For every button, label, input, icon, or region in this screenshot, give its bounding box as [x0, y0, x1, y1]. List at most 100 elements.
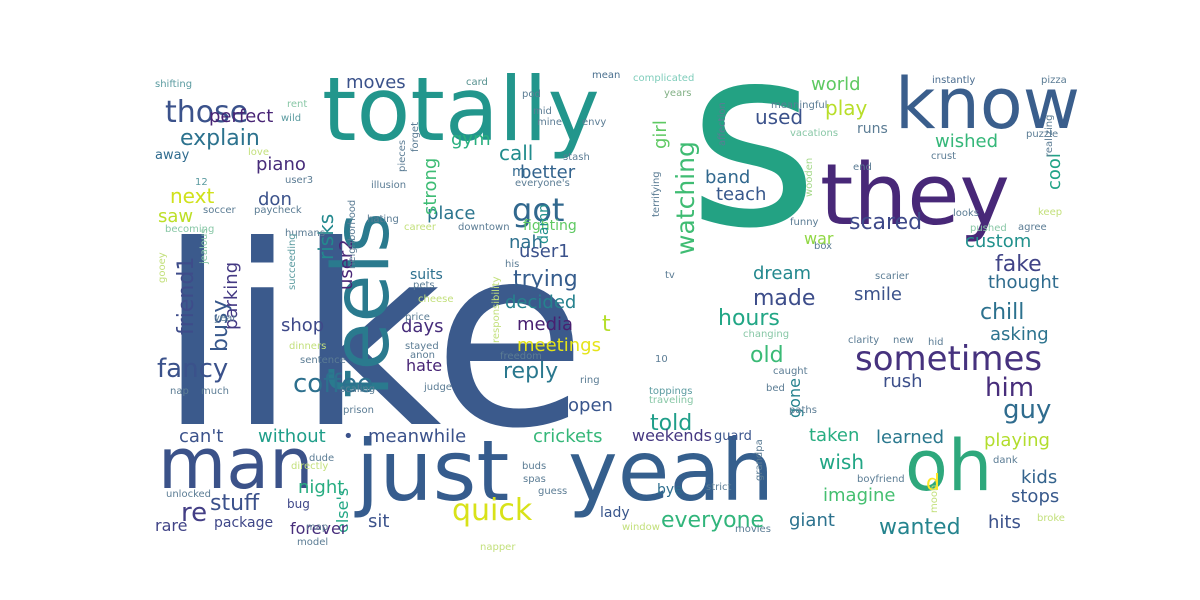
word-decided: decided	[505, 292, 576, 313]
word-caught: caught	[773, 366, 808, 377]
word-know: know	[895, 63, 1080, 145]
word-guess: guess	[538, 486, 567, 497]
word-cheese: cheese	[418, 294, 454, 305]
word-like: like	[158, 192, 587, 483]
word-moves: moves	[346, 72, 406, 93]
word-night: night	[298, 477, 344, 498]
word-saw: saw	[158, 206, 193, 227]
word-traveling: traveling	[649, 395, 693, 406]
word-shop: shop	[281, 315, 324, 336]
word-forget: forget	[410, 122, 421, 152]
word-can-t: can't	[179, 426, 223, 447]
word-boyfriend: boyfriend	[857, 474, 905, 485]
word-card: card	[466, 77, 488, 88]
word-m: m	[512, 164, 526, 180]
word-grandpa: grandpa	[754, 439, 765, 481]
word-buds: buds	[522, 461, 546, 472]
word-bed: bed	[766, 383, 785, 394]
word-d: d	[926, 471, 940, 496]
word-teach: teach	[716, 184, 766, 205]
word-tv: tv	[665, 270, 675, 281]
word-meetings: meetings	[517, 335, 601, 356]
word-spas: spas	[523, 474, 546, 485]
word-fake: fake	[995, 252, 1042, 277]
word-pod: pod	[522, 89, 541, 100]
word-realizing: realizing	[1044, 115, 1055, 157]
word-quick: quick	[452, 493, 533, 528]
word-strong: strong	[420, 158, 441, 215]
word-funny: funny	[790, 217, 819, 228]
word-jealous: jealous	[199, 228, 210, 265]
word-downtown: downtown	[458, 222, 510, 233]
word-gym: gym	[451, 129, 491, 150]
word-giant: giant	[789, 510, 835, 531]
word-new: new	[893, 335, 914, 346]
word-stops: stops	[1011, 486, 1059, 507]
word-dot: •	[343, 426, 354, 447]
word-model: model	[297, 537, 328, 548]
word-unlocked: unlocked	[166, 489, 211, 500]
word-napper: napper	[480, 542, 516, 553]
word-media: media	[517, 314, 573, 335]
word-they: they	[820, 146, 1010, 245]
word-mean: mean	[592, 70, 620, 81]
word-user2: user2	[336, 239, 357, 290]
word-dank: dank	[993, 455, 1018, 466]
word-dream: dream	[753, 263, 811, 284]
word-affection: affection	[717, 102, 728, 146]
word-weekends: weekends	[632, 426, 712, 445]
word-soccer: soccer	[203, 205, 236, 216]
word-risks: risks	[314, 214, 338, 260]
word-gone: gone	[785, 378, 804, 418]
word-crickets: crickets	[533, 426, 603, 447]
word-gooey: gooey	[157, 252, 168, 283]
word-meanwhile: meanwhile	[368, 426, 466, 447]
word-everyone: everyone	[661, 508, 764, 533]
word-days: days	[401, 316, 444, 337]
word-changing: changing	[743, 329, 789, 340]
word-fancy: fancy	[157, 354, 228, 384]
word-instantly: instantly	[932, 75, 975, 86]
word-oh: oh	[905, 425, 992, 507]
word-movies: movies	[735, 524, 771, 535]
word-open: open	[568, 395, 613, 416]
word-pushed: pushed	[970, 223, 1007, 234]
word-old: old	[750, 343, 784, 368]
word-rush: rush	[883, 371, 923, 392]
word-taken: taken	[809, 425, 859, 446]
word-paycheck: paycheck	[254, 205, 302, 216]
word-package: package	[214, 515, 273, 531]
word-12: 12	[195, 177, 208, 188]
word-friend1: friend1	[174, 257, 199, 335]
word-place: place	[427, 203, 475, 224]
word-wooden: wooden	[804, 158, 815, 197]
word-those: those	[165, 95, 248, 130]
word-career: career	[404, 222, 437, 233]
word-away: away	[155, 148, 190, 163]
word-year: year	[214, 313, 237, 324]
word-becoming: becoming	[165, 224, 214, 235]
word-scarier: scarier	[875, 271, 910, 282]
word-humans: humans	[285, 228, 325, 239]
word-suits: suits	[410, 267, 443, 283]
word-lady: lady	[600, 505, 630, 521]
word-girl: girl	[650, 120, 671, 149]
word-10: 10	[655, 354, 668, 365]
word-feels: feels	[317, 212, 407, 398]
word-imagine: imagine	[823, 485, 895, 506]
word-coffee: coffee	[293, 369, 373, 399]
word-complicated: complicated	[633, 73, 694, 84]
word-thought: thought	[988, 272, 1059, 293]
word-stuff: stuff	[210, 491, 260, 516]
word-hid: hid	[928, 337, 943, 348]
word-runs: runs	[857, 121, 888, 137]
word-crust: crust	[931, 151, 956, 162]
word-forever: forever	[290, 519, 348, 538]
word-don: don	[258, 189, 292, 210]
word-totally: totally	[322, 58, 600, 161]
word-sentence: sentence	[300, 355, 346, 366]
word-busy: busy	[208, 300, 233, 352]
word-much: much	[201, 386, 229, 397]
word-s: s	[688, 0, 818, 283]
